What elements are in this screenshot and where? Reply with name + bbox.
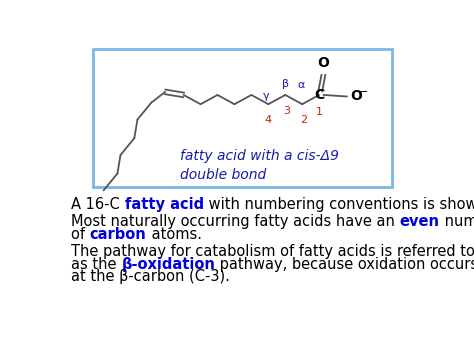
Text: γ: γ — [263, 91, 270, 101]
Text: at the β-carbon (C-3).: at the β-carbon (C-3). — [71, 269, 230, 284]
Text: The pathway for catabolism of fatty acids is referred to: The pathway for catabolism of fatty acid… — [71, 244, 474, 260]
Text: O: O — [317, 56, 329, 70]
Text: β: β — [282, 79, 289, 89]
Text: 4: 4 — [265, 115, 272, 125]
Text: Most naturally occurring fatty acids have an: Most naturally occurring fatty acids hav… — [71, 214, 400, 229]
Text: −: − — [359, 87, 369, 97]
Text: atoms.: atoms. — [146, 228, 201, 242]
Text: carbon: carbon — [90, 228, 146, 242]
Text: β-oxidation: β-oxidation — [121, 257, 215, 272]
Text: 3: 3 — [283, 106, 290, 116]
Text: O: O — [350, 89, 362, 104]
Text: fatty acid with a cis-Δ9
double bond: fatty acid with a cis-Δ9 double bond — [180, 149, 339, 182]
Text: with numbering conventions is shown.: with numbering conventions is shown. — [204, 197, 474, 212]
Text: pathway, because oxidation occurs: pathway, because oxidation occurs — [215, 257, 474, 272]
Text: number: number — [440, 214, 474, 229]
Text: as the: as the — [71, 257, 121, 272]
Text: fatty acid: fatty acid — [125, 197, 204, 212]
FancyBboxPatch shape — [93, 49, 392, 187]
Text: of: of — [71, 228, 90, 242]
Text: α: α — [297, 80, 304, 90]
Text: 1: 1 — [316, 107, 323, 117]
Text: C: C — [314, 88, 324, 102]
Text: 2: 2 — [300, 115, 307, 125]
Text: even: even — [400, 214, 440, 229]
Text: A 16-C: A 16-C — [71, 197, 125, 212]
